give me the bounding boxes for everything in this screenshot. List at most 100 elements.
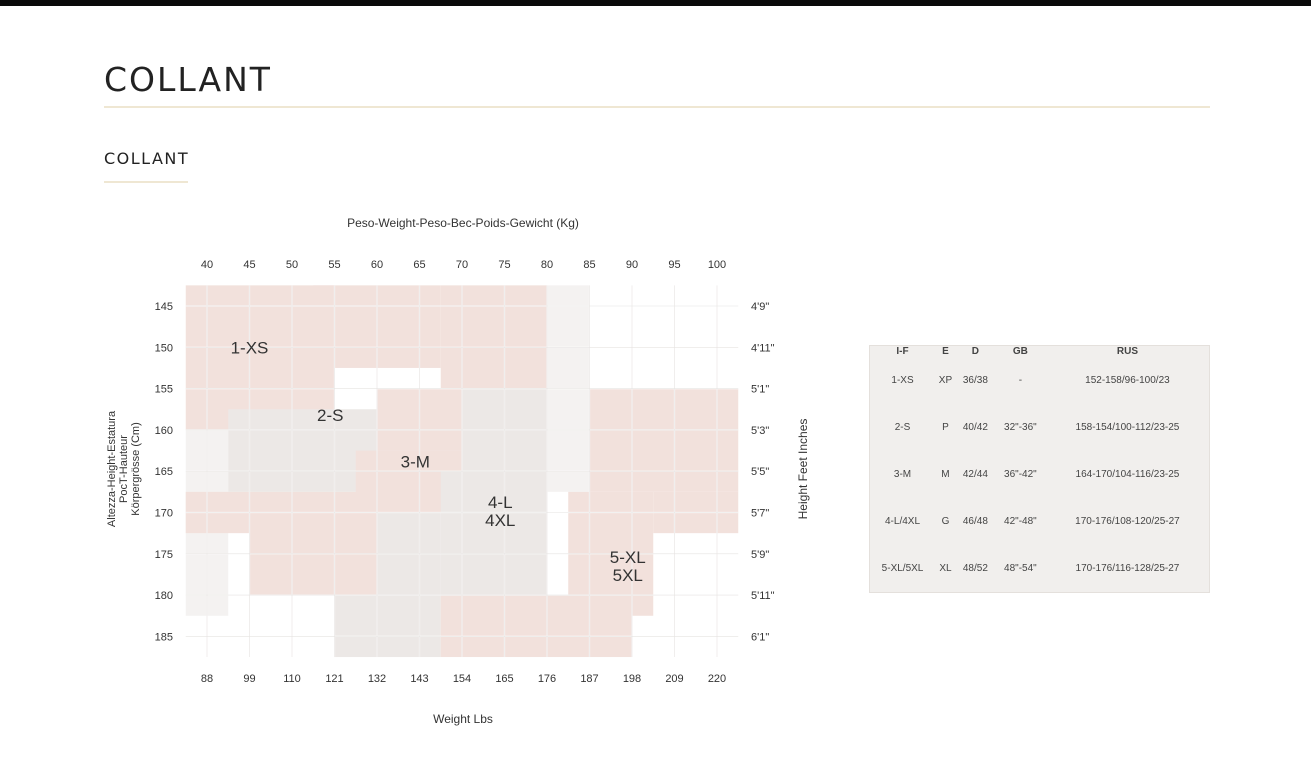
x-tick-lbs: 176 — [538, 673, 556, 685]
section-title: COLLANT — [104, 149, 190, 168]
table-cell: 48/52 — [962, 563, 988, 574]
table-cell: G — [941, 516, 950, 527]
table-row: 1-XS XP 36/38 - 152-158/96-100/23 — [870, 357, 1209, 404]
y-axis-label-line-3: Körpergrösse (Cm) — [130, 422, 142, 516]
table-header-cell: E — [942, 346, 949, 357]
table-cell: 3-M — [893, 469, 912, 480]
size-label: 4-L — [488, 493, 513, 512]
table-cell: 152-158/96-100/23 — [1085, 375, 1170, 386]
y-axis-label-line-1: Altezza-Height-Estatura — [106, 410, 118, 527]
table-cell: 46/48 — [962, 516, 988, 527]
x-tick-kg: 60 — [371, 259, 383, 271]
x-tick-kg: 75 — [498, 259, 510, 271]
page-title: COLLANT — [104, 60, 272, 99]
table-cell: XL — [939, 563, 952, 574]
y-tick-cm: 145 — [155, 301, 173, 313]
table-row: 4-L/4XL G 46/48 42"-48" 170-176/108-120/25-2… — [870, 498, 1209, 545]
table-cell: 2-S — [894, 422, 911, 433]
y-tick-ft: 5'7" — [751, 508, 769, 520]
x-tick-kg: 100 — [708, 259, 726, 271]
table-cell: P — [942, 422, 949, 433]
y-tick-cm: 160 — [155, 425, 173, 437]
table-header-cell: I-F — [896, 346, 909, 357]
x-tick-kg: 85 — [583, 259, 595, 271]
top-bar — [0, 0, 1311, 6]
table-cell: 36"-42" — [1004, 469, 1037, 480]
size-label: 3-M — [401, 452, 430, 471]
y-tick-ft: 5'1" — [751, 384, 769, 396]
y-tick-cm: 175 — [155, 549, 173, 561]
table-header-cell: D — [971, 346, 979, 357]
table-cell: 1-XS — [891, 375, 914, 386]
size-zone — [547, 285, 590, 389]
size-label: 1-XS — [231, 338, 269, 357]
table-row: 5-XL/5XL XL 48/52 48"-54" 170-176/116-128/25… — [870, 545, 1209, 592]
section-divider — [104, 181, 188, 183]
x-tick-lbs: 154 — [453, 673, 471, 685]
y-tick-cm: 170 — [155, 508, 173, 520]
table-cell: 164-170/104-116/23-25 — [1075, 469, 1180, 480]
size-zone — [334, 595, 441, 658]
size-label: 5-XL — [610, 548, 646, 567]
y-tick-ft: 5'5" — [751, 466, 769, 478]
x-tick-kg: 40 — [201, 259, 213, 271]
y-tick-ft: 5'3" — [751, 425, 769, 437]
size-zone — [440, 471, 547, 596]
y-tick-cm: 180 — [155, 590, 173, 602]
size-zone — [547, 388, 590, 492]
table-cell: 32"-36" — [1004, 422, 1037, 433]
x-tick-lbs: 220 — [708, 673, 726, 685]
size-label: 2-S — [317, 406, 343, 425]
y-axis-label-left: Altezza-Height-Estatura PocT-Hauteur Kör… — [106, 410, 142, 527]
x-tick-kg: 45 — [243, 259, 255, 271]
x-tick-kg: 80 — [541, 259, 553, 271]
table-cell: 48"-54" — [1004, 563, 1037, 574]
x-tick-lbs: 143 — [410, 673, 428, 685]
x-tick-lbs: 209 — [665, 673, 683, 685]
x-tick-lbs: 198 — [623, 673, 641, 685]
x-tick-lbs: 99 — [243, 673, 255, 685]
table-cell: 170-176/108-120/25-27 — [1075, 516, 1180, 527]
y-axis-label-right: Height Feet Inches — [796, 419, 810, 520]
x-tick-kg: 90 — [626, 259, 638, 271]
table-header-cell: RUS — [1116, 346, 1138, 357]
x-tick-lbs: 187 — [580, 673, 598, 685]
table-cell: - — [1018, 375, 1023, 386]
table-body: 1-XS XP 36/38 - 152-158/96-100/23 2-S P 40/42 32… — [870, 357, 1209, 592]
x-tick-lbs: 110 — [283, 673, 301, 685]
y-tick-ft: 4'11" — [751, 342, 775, 354]
table-cell: 42/44 — [962, 469, 988, 480]
x-tick-lbs: 121 — [325, 673, 343, 685]
table-cell: 170-176/116-128/25-27 — [1075, 563, 1180, 574]
size-zone — [440, 285, 547, 389]
table-cell: M — [941, 469, 950, 480]
table-row: 3-M M 42/44 36"-42" 164-170/104-116/23-25 — [870, 451, 1209, 498]
y-tick-ft: 5'9" — [751, 549, 769, 561]
x-tick-lbs: 132 — [368, 673, 386, 685]
x-tick-kg: 55 — [328, 259, 340, 271]
x-tick-lbs: 165 — [495, 673, 513, 685]
x-tick-kg: 65 — [413, 259, 425, 271]
y-tick-cm: 185 — [155, 631, 173, 643]
x-tick-lbs: 88 — [201, 673, 213, 685]
table-cell: 42"-48" — [1004, 516, 1037, 527]
table-header-cell: GB — [1012, 346, 1028, 357]
axis-ticks: 40 45 50 55 60 65 70 75 80 85 90 95 100 88 99 110 121 132… — [155, 259, 775, 685]
table-cell: 4-L/4XL — [885, 516, 921, 527]
size-zone — [228, 409, 377, 492]
table-cell: 5-XL/5XL — [881, 563, 924, 574]
x-axis-label-bottom: Weight Lbs — [433, 712, 493, 726]
y-tick-cm: 155 — [155, 384, 173, 396]
x-tick-kg: 50 — [286, 259, 298, 271]
y-tick-ft: 4'9" — [751, 301, 769, 313]
chart-grid — [185, 285, 739, 658]
size-zone — [589, 388, 739, 492]
y-tick-ft: 6'1" — [751, 631, 769, 643]
size-label: 4XL — [485, 511, 515, 530]
table-row: 2-S P 40/42 32"-36" 158-154/100-112/23-25 — [870, 404, 1209, 451]
size-label: 5XL — [613, 566, 643, 585]
size-conversion-table: I-F E D GB RUS 1-XS XP 36/38 - 152-158/96-100/23… — [869, 345, 1210, 593]
table-header-row: I-F E D GB RUS — [870, 346, 1209, 357]
table-cell: 40/42 — [962, 422, 988, 433]
